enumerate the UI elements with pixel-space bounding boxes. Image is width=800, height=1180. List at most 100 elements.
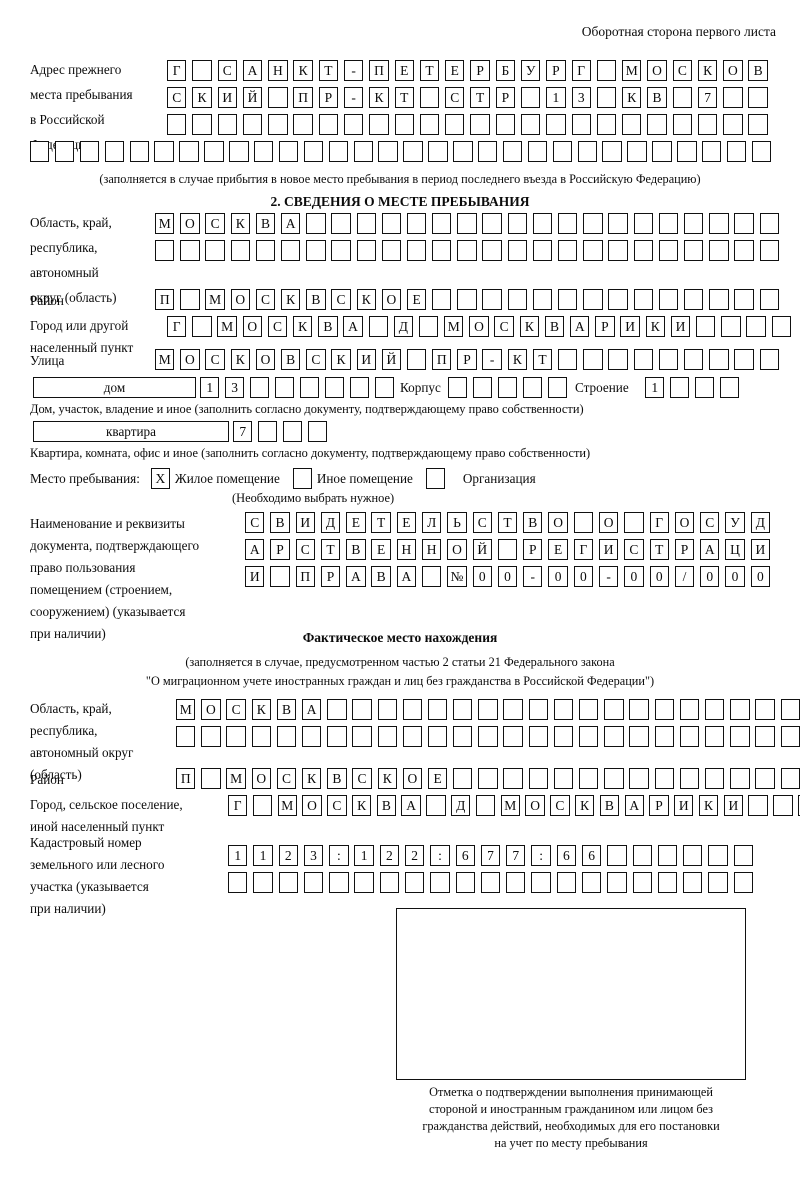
form-cell[interactable] (629, 699, 649, 720)
form-cell[interactable]: С (472, 512, 492, 533)
previous-address-row-4[interactable] (30, 141, 777, 162)
form-cell[interactable]: 2 (278, 845, 298, 866)
form-cell[interactable] (176, 726, 196, 747)
form-cell[interactable]: Г (167, 316, 187, 337)
form-cell[interactable]: 6 (581, 845, 602, 866)
form-cell[interactable]: А (280, 213, 301, 234)
form-cell[interactable]: С (352, 768, 372, 789)
form-cell[interactable]: А (343, 316, 363, 337)
form-cell[interactable] (307, 421, 328, 442)
form-cell[interactable]: С (331, 289, 351, 310)
form-cell[interactable] (719, 377, 740, 398)
form-cell[interactable]: Т (419, 60, 440, 81)
form-cell[interactable]: М (155, 213, 175, 234)
form-cell[interactable]: Т (532, 349, 553, 370)
form-cell[interactable]: С (245, 512, 265, 533)
form-cell[interactable] (253, 872, 273, 893)
form-cell[interactable] (723, 114, 743, 135)
form-cell[interactable]: Г (573, 539, 594, 560)
form-cell[interactable] (759, 213, 779, 234)
form-cell[interactable] (428, 141, 448, 162)
form-cell[interactable] (448, 377, 468, 398)
form-cell[interactable]: 1 (354, 845, 374, 866)
form-cell[interactable] (478, 699, 498, 720)
form-cell[interactable] (421, 566, 442, 587)
form-cell[interactable]: Й (381, 349, 402, 370)
form-cell[interactable] (426, 795, 446, 816)
form-cell[interactable] (402, 699, 423, 720)
form-cell[interactable]: Е (445, 60, 465, 81)
form-cell[interactable]: В (327, 768, 347, 789)
form-cell[interactable]: Е (548, 539, 568, 560)
form-cell[interactable] (478, 141, 498, 162)
form-cell[interactable] (252, 795, 273, 816)
form-cell[interactable] (596, 87, 617, 108)
form-cell[interactable] (531, 872, 551, 893)
form-cell[interactable] (755, 726, 775, 747)
form-cell[interactable]: В (748, 60, 768, 81)
form-cell[interactable] (179, 141, 199, 162)
form-cell[interactable] (553, 699, 574, 720)
form-cell[interactable] (751, 141, 772, 162)
form-cell[interactable]: К (697, 60, 718, 81)
previous-address-row-3[interactable] (167, 114, 774, 135)
form-cell[interactable] (430, 872, 450, 893)
form-cell[interactable] (482, 213, 502, 234)
form-cell[interactable]: С (445, 87, 465, 108)
form-cell[interactable] (403, 141, 423, 162)
form-cell[interactable] (730, 726, 750, 747)
form-cell[interactable]: 0 (548, 566, 568, 587)
form-cell[interactable]: Г (649, 512, 669, 533)
form-cell[interactable] (268, 87, 288, 108)
form-cell[interactable] (583, 289, 603, 310)
form-cell[interactable]: Л (421, 512, 442, 533)
form-cell[interactable]: В (371, 566, 391, 587)
form-cell[interactable]: П (293, 87, 313, 108)
form-cell[interactable]: М (622, 60, 642, 81)
form-cell[interactable] (546, 114, 566, 135)
form-cell[interactable] (226, 726, 246, 747)
form-cell[interactable] (730, 768, 750, 789)
form-cell[interactable] (432, 289, 452, 310)
form-cell[interactable] (205, 240, 225, 261)
form-cell[interactable] (633, 289, 653, 310)
form-cell[interactable] (780, 768, 800, 789)
form-cell[interactable] (604, 768, 624, 789)
form-cell[interactable] (299, 377, 320, 398)
form-cell[interactable] (254, 141, 274, 162)
form-cell[interactable] (577, 141, 597, 162)
form-cell[interactable] (734, 289, 754, 310)
form-cell[interactable] (293, 114, 313, 135)
form-cell[interactable] (427, 699, 448, 720)
form-cell[interactable]: Г (228, 795, 248, 816)
form-cell[interactable] (708, 872, 728, 893)
form-cell[interactable]: И (356, 349, 376, 370)
form-cell[interactable]: Р (495, 87, 516, 108)
form-cell[interactable] (629, 726, 649, 747)
form-cell[interactable]: О (230, 289, 250, 310)
form-cell[interactable]: Н (396, 539, 417, 560)
form-cell[interactable] (268, 114, 288, 135)
form-cell[interactable]: С (276, 768, 297, 789)
form-cell[interactable]: 7 (480, 845, 501, 866)
form-cell[interactable] (306, 240, 326, 261)
form-cell[interactable]: В (346, 539, 366, 560)
form-cell[interactable]: Й (472, 539, 492, 560)
form-cell[interactable]: М (155, 349, 175, 370)
form-cell[interactable] (242, 114, 263, 135)
form-cell[interactable] (709, 289, 729, 310)
form-cell[interactable] (532, 240, 553, 261)
form-cell[interactable] (654, 768, 674, 789)
form-cell[interactable] (683, 240, 704, 261)
form-cell[interactable]: М (500, 795, 520, 816)
form-cell[interactable] (155, 240, 175, 261)
form-cell[interactable] (759, 349, 779, 370)
form-cell[interactable]: О (255, 349, 276, 370)
form-cell[interactable] (629, 768, 649, 789)
form-cell[interactable]: П (369, 60, 389, 81)
form-cell[interactable]: Ц (725, 539, 745, 560)
form-cell[interactable]: О (251, 768, 271, 789)
form-cell[interactable]: К (377, 768, 397, 789)
form-cell[interactable]: Д (451, 795, 471, 816)
form-cell[interactable] (672, 87, 693, 108)
